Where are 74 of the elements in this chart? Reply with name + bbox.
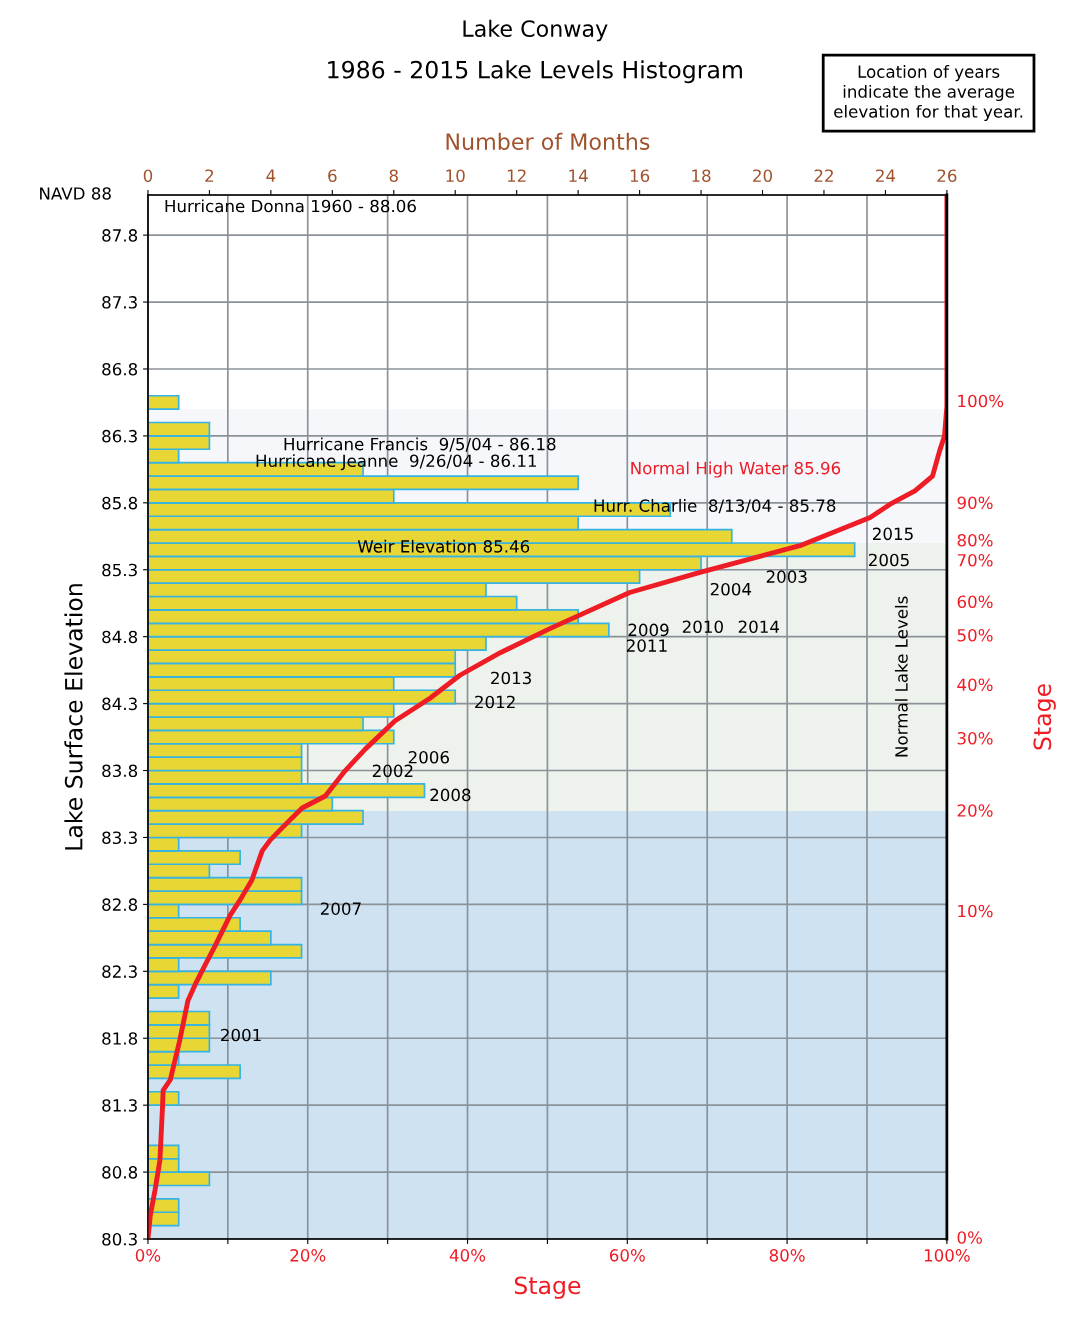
annotation: 2014 bbox=[738, 620, 780, 634]
x-tick-label: 80% bbox=[769, 1249, 805, 1262]
y-tick-label: 85.8 bbox=[102, 496, 138, 510]
annotation: 2005 bbox=[869, 553, 909, 567]
x2-tick-label: 22 bbox=[814, 169, 833, 182]
x2-axis-title: Number of Months bbox=[446, 132, 650, 150]
x-tick-label: 100% bbox=[924, 1249, 970, 1262]
annotation: 2010 bbox=[682, 620, 723, 634]
annotation: 2013 bbox=[491, 671, 531, 685]
y-tick-label: 83.8 bbox=[102, 764, 138, 778]
text: NAVD 88 bbox=[40, 187, 111, 200]
text: 10% bbox=[958, 904, 993, 918]
x2-tick-label: 26 bbox=[937, 169, 957, 183]
x2-tick-label: 18 bbox=[692, 169, 711, 183]
band-label: Normal Lake Levels bbox=[894, 596, 908, 757]
x2-tick-label: 20 bbox=[753, 169, 773, 183]
text: 100% bbox=[958, 394, 1004, 408]
annotation: 2004 bbox=[710, 582, 752, 596]
text: 50% bbox=[957, 628, 993, 642]
x-axis-title: Stage bbox=[514, 1276, 581, 1299]
x2-tick-label: 8 bbox=[389, 169, 398, 183]
y-tick-label: 86.8 bbox=[102, 362, 138, 376]
chart-title: Lake Conway bbox=[463, 19, 608, 42]
x2-tick-label: 2 bbox=[205, 169, 214, 182]
x-tick-label: 40% bbox=[449, 1249, 486, 1262]
annotation: Normal High Water 85.96 bbox=[631, 461, 841, 478]
y2-axis-title: Stage bbox=[1033, 684, 1056, 750]
y-tick-label: 86.3 bbox=[102, 429, 137, 443]
chart-subtitle: 1986 - 2015 Lake Levels Histogram bbox=[328, 60, 742, 84]
y-tick-label: 82.8 bbox=[102, 898, 138, 911]
y-tick-label: 87.3 bbox=[102, 296, 137, 309]
text: 80% bbox=[957, 533, 993, 547]
annotation: 2008 bbox=[430, 788, 471, 802]
y-tick-label: 83.3 bbox=[102, 831, 137, 845]
annotation: 2001 bbox=[221, 1028, 261, 1042]
annotation: 2011 bbox=[626, 639, 667, 652]
annotation: Hurricane Donna 1960 - 88.06 bbox=[165, 199, 416, 213]
y-tick-label: 85.3 bbox=[102, 563, 137, 577]
y-tick-label: 84.3 bbox=[102, 697, 137, 711]
y-tick-label: 80.8 bbox=[102, 1166, 138, 1179]
x2-tick-label: 6 bbox=[328, 169, 337, 183]
x2-tick-label: 4 bbox=[266, 169, 276, 182]
text: 70% bbox=[957, 553, 993, 567]
annotation: Hurricane Francis 9/5/04 - 86.18 bbox=[284, 437, 556, 452]
annotation: 2006 bbox=[408, 750, 449, 764]
y-tick-label: 81.8 bbox=[102, 1032, 138, 1045]
annotation: 2003 bbox=[766, 570, 807, 583]
x-tick-label: 60% bbox=[609, 1249, 645, 1262]
y-tick-label: 87.8 bbox=[102, 229, 138, 242]
annotation: 2015 bbox=[873, 527, 913, 541]
x2-tick-label: 10 bbox=[446, 169, 465, 183]
text: 40% bbox=[957, 678, 993, 692]
y-tick-label: 80.3 bbox=[102, 1232, 137, 1246]
text: 60% bbox=[957, 595, 993, 609]
x-tick-label: 20% bbox=[290, 1249, 326, 1262]
annotation: 2012 bbox=[475, 695, 515, 709]
x2-tick-label: 0 bbox=[143, 169, 153, 183]
text: 0% bbox=[957, 1231, 982, 1244]
text: 20% bbox=[957, 804, 993, 817]
x2-tick-label: 12 bbox=[507, 169, 526, 182]
text: 30% bbox=[957, 731, 993, 745]
text: Location of years indicate the average elevation for that year. bbox=[834, 65, 1023, 122]
y-tick-label: 82.3 bbox=[102, 965, 137, 978]
x2-tick-label: 14 bbox=[569, 169, 588, 182]
x-tick-label: 0% bbox=[135, 1249, 161, 1262]
annotation: 2009 bbox=[628, 623, 669, 637]
y-axis-title: Lake Surface Elevation bbox=[64, 584, 83, 850]
annotation: 2007 bbox=[320, 902, 361, 915]
y-tick-label: 84.8 bbox=[102, 630, 138, 644]
y-tick-label: 81.3 bbox=[102, 1099, 137, 1112]
x2-tick-label: 16 bbox=[630, 169, 650, 183]
x2-tick-label: 24 bbox=[876, 169, 896, 182]
text: 90% bbox=[957, 496, 993, 510]
annotation: 2002 bbox=[372, 764, 413, 778]
